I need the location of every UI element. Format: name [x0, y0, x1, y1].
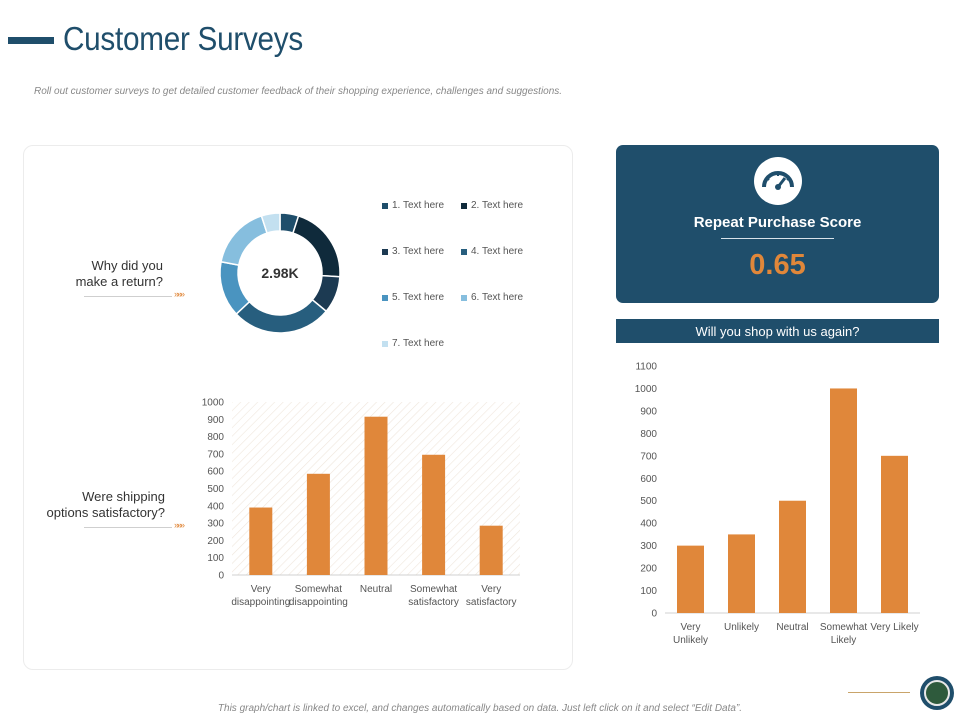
bar[interactable] [881, 455, 908, 613]
y-tick-label: 500 [207, 484, 224, 495]
legend-swatch [461, 248, 467, 255]
legend-label: 1. Text here [392, 200, 445, 211]
legend-item: 7. Text here [382, 338, 444, 349]
legend-label: 3. Text here [392, 246, 445, 257]
y-tick-label: 600 [207, 467, 224, 478]
legend-swatch [382, 248, 388, 255]
score-divider [721, 238, 834, 239]
legend-item: 5. Text here [382, 292, 444, 303]
x-tick-label: Somewhat satisfactory [408, 584, 459, 608]
footer-note: This graph/chart is linked to excel, and… [217, 703, 743, 714]
donut-slice[interactable] [235, 298, 328, 334]
bar[interactable] [306, 473, 330, 575]
y-tick-label: 100 [640, 586, 657, 597]
legend-label: 4. Text here [471, 246, 524, 257]
bar[interactable] [479, 525, 503, 575]
legend-swatch [382, 202, 388, 209]
bar[interactable] [728, 534, 755, 613]
y-tick-label: 300 [207, 519, 224, 530]
x-tick-label: Neutral [776, 622, 808, 633]
donut-center-label: 2.98K [261, 265, 298, 281]
legend-swatch [461, 202, 467, 209]
legend-item: 6. Text here [461, 292, 523, 303]
y-tick-label: 200 [207, 536, 224, 547]
logo-badge-icon [920, 676, 954, 710]
question-shipping-line2: options satisfactory? [46, 505, 165, 520]
y-tick-label: 300 [640, 541, 657, 552]
y-tick-label: 900 [640, 406, 657, 417]
question-return-underline [84, 296, 172, 297]
y-tick-label: 600 [640, 474, 657, 485]
x-tick-label: Very Likely [870, 622, 918, 633]
y-tick-label: 1000 [202, 398, 225, 409]
x-tick-label: Very satisfactory [466, 584, 517, 608]
question-return: Why did you make a return? [60, 258, 163, 290]
y-tick-label: 900 [207, 415, 224, 426]
score-value: 0.65 [749, 249, 806, 281]
speedometer-icon [754, 157, 802, 205]
shop-again-header: Will you shop with us again? [616, 319, 939, 343]
page-subtitle: Roll out customer surveys to get detaile… [34, 86, 563, 97]
donut-slice[interactable] [292, 214, 341, 278]
legend-swatch [382, 294, 388, 301]
question-return-line1: Why did you [91, 258, 163, 273]
y-tick-label: 700 [207, 449, 224, 460]
y-tick-label: 0 [651, 609, 657, 620]
legend-item: 3. Text here [382, 246, 444, 257]
x-tick-label: Somewhat disappointing [289, 584, 348, 608]
donut-slice[interactable] [219, 260, 251, 316]
y-tick-label: 400 [640, 519, 657, 530]
x-tick-label: Very Unlikely [673, 622, 708, 646]
y-tick-label: 0 [218, 571, 224, 582]
legend-item: 2. Text here [461, 200, 523, 211]
shipping-satisfaction-bar-chart[interactable]: 0 100 200 300 400 500 600 700 800 900 1000 Very disa… [190, 393, 530, 618]
question-return-line2: make a return? [75, 274, 163, 289]
legend-item: 4. Text here [461, 246, 523, 257]
legend-swatch [461, 294, 467, 301]
question-shipping: Were shipping options satisfactory? [30, 489, 165, 521]
x-tick-label: Neutral [360, 584, 392, 595]
x-tick-label: Very disappointing [231, 584, 290, 608]
chevron-right-icon: »»» [174, 289, 185, 299]
legend-label: 6. Text here [471, 292, 524, 303]
bar[interactable] [677, 545, 704, 613]
y-tick-label: 200 [640, 564, 657, 575]
legend-label: 2. Text here [471, 200, 524, 211]
score-label: Repeat Purchase Score [693, 214, 862, 231]
y-tick-label: 1100 [635, 362, 657, 373]
y-tick-label: 800 [207, 432, 224, 443]
y-tick-label: 500 [640, 496, 657, 507]
page-title: Customer Surveys [63, 20, 303, 57]
question-shipping-line1: Were shipping [82, 489, 165, 504]
y-tick-label: 800 [640, 429, 657, 440]
legend-label: 5. Text here [392, 292, 445, 303]
y-tick-label: 1000 [635, 384, 658, 395]
shop-again-bar-chart[interactable]: 0 100 200 300 400 500 600 700 800 900 1000 1100 Very… [620, 355, 940, 655]
y-tick-label: 400 [207, 501, 224, 512]
bar[interactable] [830, 388, 857, 613]
bar[interactable] [422, 454, 446, 575]
bar[interactable] [249, 507, 273, 575]
chevron-right-icon: »»» [174, 520, 185, 530]
title-accent-bar [8, 37, 54, 44]
bar[interactable] [364, 416, 388, 575]
y-tick-label: 700 [640, 451, 657, 462]
question-shipping-underline [84, 527, 172, 528]
y-tick-label: 100 [207, 553, 224, 564]
donut-slice[interactable] [220, 214, 268, 267]
footer-divider [848, 692, 910, 693]
return-reasons-donut-chart[interactable]: 2.98K [210, 203, 350, 343]
repeat-purchase-score-card: Repeat Purchase Score 0.65 [616, 145, 939, 303]
x-tick-label: Somewhat Likely [820, 622, 867, 646]
donut-slice[interactable] [260, 212, 281, 235]
legend-swatch [382, 340, 388, 347]
x-tick-label: Unlikely [724, 622, 759, 633]
bar[interactable] [779, 500, 806, 613]
legend-label: 7. Text here [392, 338, 445, 349]
legend-item: 1. Text here [382, 200, 444, 211]
